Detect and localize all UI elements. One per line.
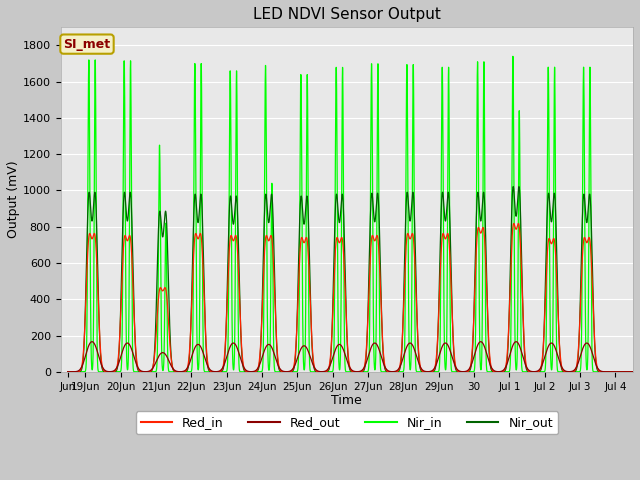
X-axis label: Time: Time <box>332 394 362 408</box>
Legend: Red_in, Red_out, Nir_in, Nir_out: Red_in, Red_out, Nir_in, Nir_out <box>136 411 558 434</box>
Text: SI_met: SI_met <box>63 37 111 50</box>
Title: LED NDVI Sensor Output: LED NDVI Sensor Output <box>253 7 441 22</box>
Y-axis label: Output (mV): Output (mV) <box>7 161 20 239</box>
